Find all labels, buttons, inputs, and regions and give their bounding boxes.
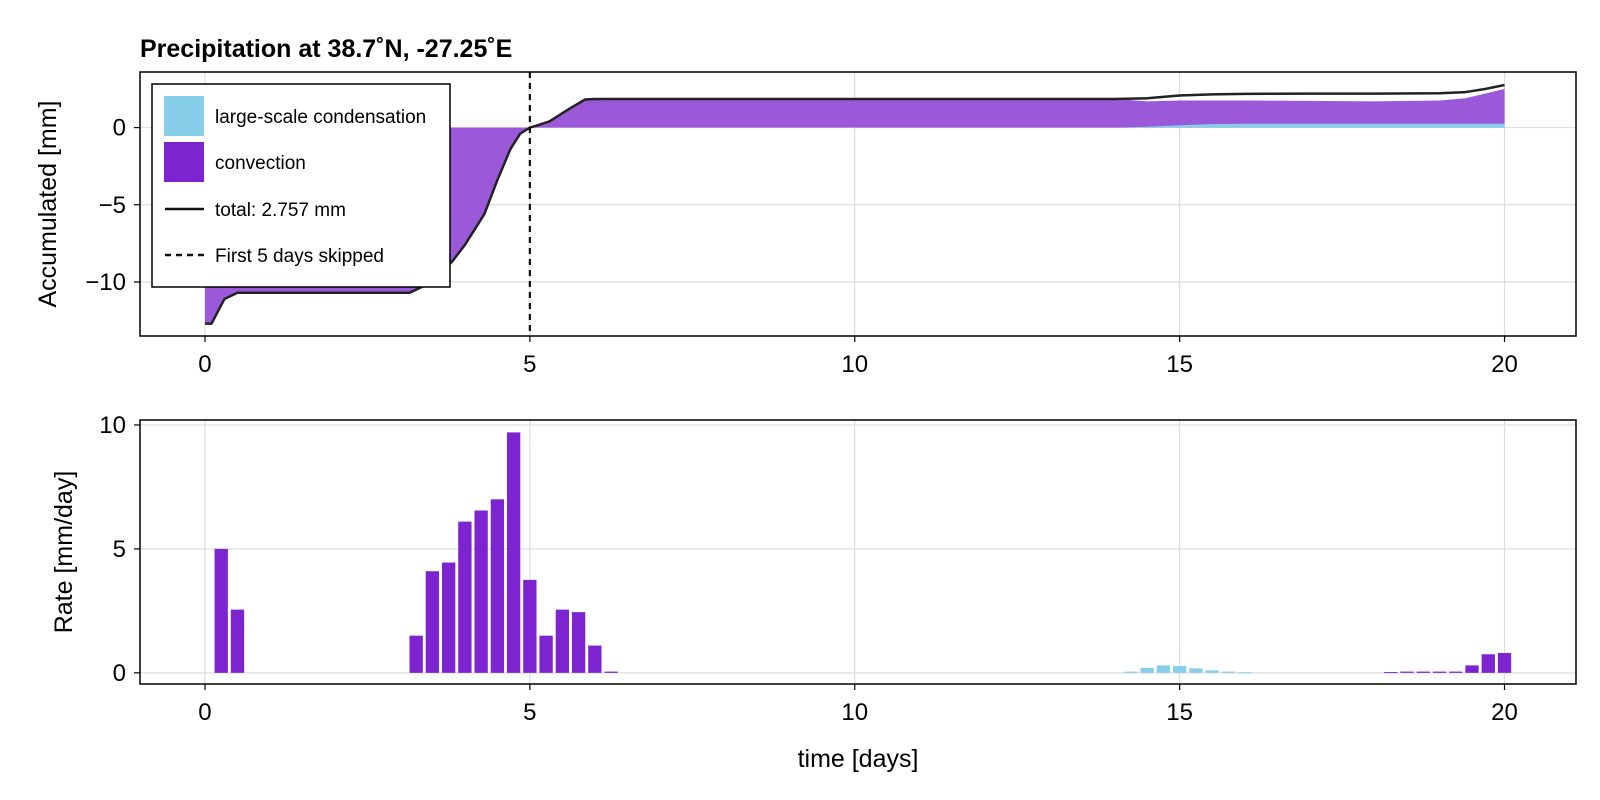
bar-convection [441,562,456,673]
bar-convection [409,635,423,673]
bottom-bar-series [214,432,1512,674]
bar-large-scale [1156,665,1171,673]
legend-swatch-large-scale [164,96,204,136]
bar-convection [1432,671,1447,673]
bottom-y-tick-label: 5 [113,536,126,563]
top-x-tick-label: 15 [1166,351,1193,378]
legend-label-total: total: 2.757 mm [215,200,346,221]
bottom-y-tick-label: 0 [113,660,126,687]
line-total [204,83,1505,325]
top-area-series [204,88,1505,324]
bottom-x-tick-label: 20 [1491,699,1518,726]
legend: large-scale condensation convection tota… [151,83,451,288]
bar-large-scale [1189,668,1203,673]
bar-convection [1481,654,1495,673]
bar-convection [1384,672,1398,674]
bar-convection [458,521,472,673]
top-y-tick-label: −5 [99,192,126,219]
bar-convection [425,571,440,673]
legend-label-convection: convection [215,153,306,174]
bar-convection [555,609,570,673]
bottom-y-ticks: 0 5 10 [99,412,140,687]
bottom-y-tick-label: 10 [99,412,126,439]
top-line-series [204,72,1505,336]
bar-convection [588,645,602,673]
bar-convection [506,432,521,673]
top-y-tick-label: −10 [85,269,126,296]
bar-convection [604,671,618,673]
top-y-axis-label: Accumulated [mm] [34,100,62,307]
top-y-ticks: 0 −5 −10 [85,115,140,296]
bar-large-scale [1237,672,1252,674]
top-x-tick-label: 10 [841,351,868,378]
area-large-scale [204,123,1505,128]
bar-large-scale [1124,671,1138,673]
bar-large-scale [1172,665,1187,673]
bottom-axes-frame [139,419,1577,685]
x-axis-label: time [days] [798,745,919,773]
top-x-tick-label: 0 [198,351,211,378]
legend-swatch-convection [164,142,204,182]
bar-convection [230,609,245,673]
legend-label-skip: First 5 days skipped [215,246,384,267]
bar-large-scale [1221,671,1236,673]
bottom-grid [140,420,1576,684]
bottom-x-tick-label: 5 [523,699,536,726]
bottom-x-tick-label: 15 [1166,699,1193,726]
top-x-tick-label: 5 [523,351,536,378]
bottom-x-tick-label: 0 [198,699,211,726]
bar-convection [1465,665,1479,673]
top-x-tick-label: 20 [1491,351,1518,378]
bar-convection [1400,671,1414,673]
chart-title: Precipitation at 38.7˚N, -27.25˚E [140,35,512,63]
area-convection [204,88,1505,324]
bar-convection [1416,671,1430,673]
bar-large-scale [1205,670,1219,673]
bar-convection [571,612,586,673]
bar-convection [1449,671,1463,673]
bar-convection [214,548,228,673]
bottom-y-axis-label: Rate [mm/day] [50,471,78,634]
top-y-tick-label: 0 [113,115,126,142]
bar-convection [523,579,537,673]
top-x-ticks: 0 5 10 15 20 [198,336,1518,378]
accumulated-panel: Precipitation at 38.7˚N, -27.25˚E 0 5 10 15… [34,35,1577,378]
bar-convection [474,510,488,673]
bottom-x-tick-label: 10 [841,699,868,726]
bottom-x-ticks: 0 5 10 15 20 [198,684,1518,726]
top-axes-frame [139,71,1577,337]
bar-convection [539,635,553,673]
rate-panel: 0 5 10 15 20 0 5 10 Rate [mm/day] time [days] [50,412,1577,773]
bar-convection [1497,653,1512,673]
legend-label-large-scale: large-scale condensation [215,107,426,128]
bar-large-scale [1140,667,1154,673]
bar-convection [490,499,505,673]
